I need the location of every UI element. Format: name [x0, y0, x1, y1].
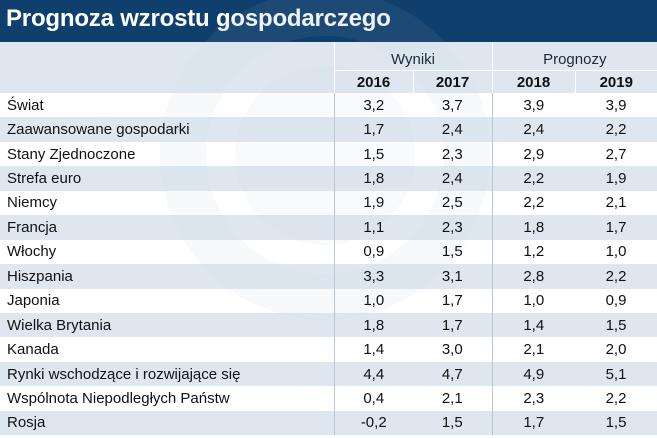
country-name: Świat — [0, 93, 334, 118]
header-year-row: 2016 2017 2018 2019 — [0, 70, 657, 93]
value-cell-2016: 1,9 — [333, 190, 413, 216]
table-row: Wspólnota Niepodległych Państw 0,4 2,1 2,3 2… — [0, 386, 657, 411]
country-name: Rosja — [0, 410, 334, 436]
country-name: Hiszpania — [0, 264, 334, 289]
value-cell-2018: 1,2 — [491, 239, 576, 265]
value-cell-2017: 2,5 — [413, 190, 493, 216]
table-row: Strefa euro 1,8 2,4 2,2 1,9 — [0, 166, 657, 191]
forecast-table: Wyniki Prognozy 2016 2017 2018 2019 Świa… — [0, 42, 657, 436]
table-row: Francja 1,1 2,3 1,8 1,7 — [0, 215, 657, 240]
value-cell-2018: 3,9 — [491, 93, 576, 118]
value-cell-2018: 2,1 — [491, 337, 576, 362]
value-cell-2017: 1,5 — [413, 410, 493, 436]
table-row: Kanada 1,4 3,0 2,1 2,0 — [0, 337, 657, 362]
value-cell-2019: 1,9 — [575, 166, 657, 191]
country-name: Kanada — [0, 337, 334, 362]
value-cell-2017: 3,0 — [413, 337, 493, 362]
value-cell-2018: 2,9 — [491, 141, 576, 167]
table-row: Wielka Brytania 1,8 1,7 1,4 1,5 — [0, 312, 657, 338]
value-cell-2016: 1,0 — [333, 288, 413, 313]
table-body: Świat 3,2 3,7 3,9 3,9 Zaawansowane gospodarki… — [0, 93, 657, 436]
value-cell-2018: 2,2 — [491, 190, 576, 216]
value-cell-2019: 1,5 — [575, 410, 657, 436]
value-cell-2017: 1,7 — [413, 288, 493, 313]
group-header-results: Wyniki — [334, 42, 493, 71]
year-header: 2019 — [574, 70, 657, 93]
value-cell-2016: -0,2 — [333, 410, 413, 436]
country-name: Francja — [0, 215, 334, 240]
value-cell-2019: 2,7 — [575, 141, 657, 167]
value-cell-2018: 1,4 — [491, 312, 576, 338]
value-cell-2019: 0,9 — [575, 288, 657, 313]
value-cell-2018: 2,4 — [491, 117, 576, 142]
table-row: Hiszpania 3,3 3,1 2,8 2,2 — [0, 264, 657, 289]
country-name: Wspólnota Niepodległych Państw — [0, 386, 334, 411]
table-row: Niemcy 1,9 2,5 2,2 2,1 — [0, 190, 657, 216]
value-cell-2016: 1,8 — [333, 312, 413, 338]
table-row: Zaawansowane gospodarki 1,7 2,4 2,4 2,2 — [0, 117, 657, 142]
value-cell-2016: 1,7 — [333, 117, 413, 142]
value-cell-2018: 2,8 — [491, 264, 576, 289]
value-cell-2017: 2,3 — [413, 215, 493, 240]
year-header: 2016 — [334, 70, 413, 93]
value-cell-2016: 3,2 — [333, 93, 413, 118]
value-cell-2019: 1,7 — [575, 215, 657, 240]
table-row: Rosja -0,2 1,5 1,7 1,5 — [0, 410, 657, 436]
value-cell-2019: 1,0 — [575, 239, 657, 265]
country-name: Strefa euro — [0, 166, 334, 191]
header-corner-lower — [0, 70, 335, 93]
value-cell-2019: 2,2 — [575, 386, 657, 411]
value-cell-2016: 0,4 — [333, 386, 413, 411]
table-row: Japonia 1,0 1,7 1,0 0,9 — [0, 288, 657, 313]
country-name: Japonia — [0, 288, 334, 313]
value-cell-2017: 1,7 — [413, 312, 493, 338]
value-cell-2017: 4,7 — [413, 361, 493, 387]
value-cell-2018: 1,8 — [491, 215, 576, 240]
country-name: Wielka Brytania — [0, 312, 334, 338]
value-cell-2019: 5,1 — [575, 361, 657, 387]
value-cell-2017: 3,7 — [413, 93, 493, 118]
value-cell-2018: 1,7 — [491, 410, 576, 436]
country-name: Zaawansowane gospodarki — [0, 117, 334, 142]
header-corner — [0, 42, 335, 71]
value-cell-2017: 3,1 — [413, 264, 493, 289]
table-row: Stany Zjednoczone 1,5 2,3 2,9 2,7 — [0, 141, 657, 167]
value-cell-2017: 2,3 — [413, 141, 493, 167]
year-header: 2017 — [412, 70, 493, 93]
title-bar: Prognoza wzrostu gospodarczego — [0, 0, 657, 42]
value-cell-2019: 2,2 — [575, 117, 657, 142]
value-cell-2018: 2,2 — [491, 166, 576, 191]
page-title: Prognoza wzrostu gospodarczego — [6, 5, 391, 32]
value-cell-2016: 1,8 — [333, 166, 413, 191]
country-name: Rynki wschodzące i rozwijające się — [0, 361, 334, 387]
group-header-forecasts: Prognozy — [492, 42, 657, 71]
value-cell-2016: 1,4 — [333, 337, 413, 362]
value-cell-2018: 4,9 — [491, 361, 576, 387]
country-name: Niemcy — [0, 190, 334, 216]
country-name: Włochy — [0, 239, 334, 265]
value-cell-2016: 1,1 — [333, 215, 413, 240]
value-cell-2016: 4,4 — [333, 361, 413, 387]
year-header: 2018 — [492, 70, 576, 93]
value-cell-2016: 0,9 — [333, 239, 413, 265]
value-cell-2019: 2,0 — [575, 337, 657, 362]
value-cell-2017: 2,1 — [413, 386, 493, 411]
value-cell-2018: 1,0 — [491, 288, 576, 313]
value-cell-2019: 1,5 — [575, 312, 657, 338]
table-row: Świat 3,2 3,7 3,9 3,9 — [0, 93, 657, 118]
header-group-row: Wyniki Prognozy — [0, 42, 657, 71]
value-cell-2019: 3,9 — [575, 93, 657, 118]
table-row: Rynki wschodzące i rozwijające się 4,4 4,7… — [0, 361, 657, 387]
value-cell-2018: 2,3 — [491, 386, 576, 411]
value-cell-2019: 2,1 — [575, 190, 657, 216]
country-name: Stany Zjednoczone — [0, 141, 334, 167]
value-cell-2017: 2,4 — [413, 166, 493, 191]
value-cell-2017: 2,4 — [413, 117, 493, 142]
value-cell-2017: 1,5 — [413, 239, 493, 265]
value-cell-2016: 3,3 — [333, 264, 413, 289]
value-cell-2016: 1,5 — [333, 141, 413, 167]
table-row: Włochy 0,9 1,5 1,2 1,0 — [0, 239, 657, 265]
value-cell-2019: 2,2 — [575, 264, 657, 289]
